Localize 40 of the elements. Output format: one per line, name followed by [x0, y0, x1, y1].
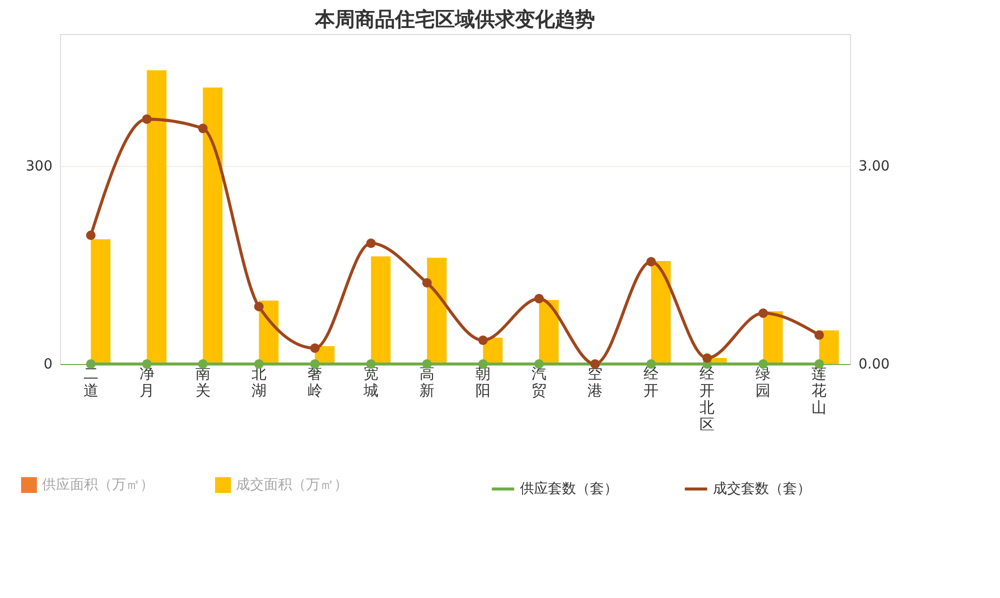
x-tick-label: 二道 — [83, 364, 98, 400]
y2-tick-label: 0.00 — [858, 356, 890, 372]
point — [366, 238, 376, 248]
y2-tick-label: 3.00 — [858, 158, 890, 174]
y-tick-label: 0 — [44, 356, 52, 372]
bar — [426, 258, 447, 364]
chart-title: 本周商品住宅区域供求变化趋势 — [314, 7, 595, 31]
bar — [146, 70, 166, 364]
legend-label: 成交面积（万㎡） — [236, 477, 348, 494]
x-tick-label: 汽贸 — [532, 364, 547, 400]
legend-label: 供应套数（套） — [520, 481, 618, 497]
point — [254, 302, 264, 312]
x-tick-label: 朝阳 — [476, 364, 491, 400]
point — [86, 230, 96, 240]
point — [198, 124, 208, 134]
bar — [539, 300, 559, 364]
legend-label: 供应面积（万㎡） — [42, 477, 154, 494]
point — [534, 294, 544, 304]
x-tick-label: 净月 — [139, 364, 154, 400]
x-tick-label: 绿园 — [756, 364, 771, 400]
bar — [651, 261, 671, 364]
bar — [370, 256, 391, 364]
x-tick-label: 南关 — [195, 364, 210, 400]
point — [86, 359, 96, 369]
point — [758, 308, 768, 318]
y-tick-label: 300 — [26, 158, 52, 174]
point — [702, 353, 712, 363]
x-tick-label: 经开北区 — [700, 364, 715, 434]
legend-label: 成交套数（套） — [713, 481, 811, 497]
point — [814, 330, 824, 340]
point — [422, 278, 432, 288]
bar — [819, 330, 839, 364]
bar — [90, 239, 110, 364]
point — [198, 359, 208, 369]
x-tick-label: 经开 — [644, 364, 659, 400]
point — [142, 114, 152, 124]
point — [646, 256, 656, 266]
bar — [202, 87, 222, 364]
point — [478, 336, 488, 345]
point — [310, 343, 320, 353]
